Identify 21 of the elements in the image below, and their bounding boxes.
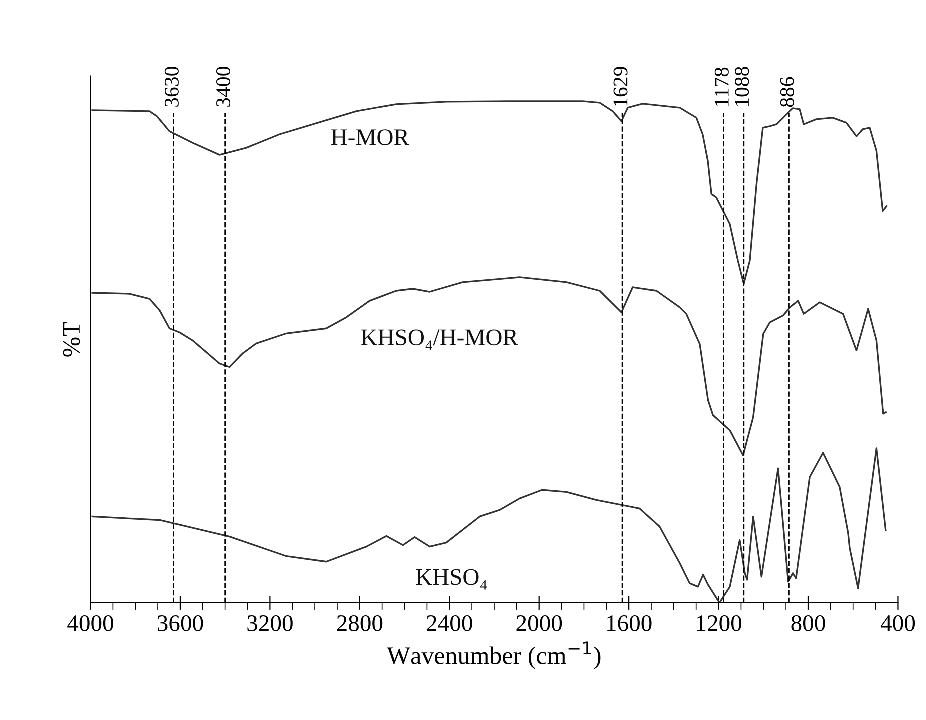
x-tick-label: 1200	[697, 615, 742, 632]
y-axis-title: %T	[63, 322, 80, 357]
x-tick-label: 4000	[68, 615, 114, 632]
series-label: KHSO₄/H-MOR	[361, 330, 518, 350]
ref-line-label: 886	[780, 77, 794, 108]
series-label: H-MOR	[331, 130, 410, 146]
ref-line-label: 1629	[614, 67, 628, 106]
x-tick-label: 400	[880, 615, 916, 632]
ref-line-label: 3630	[164, 67, 179, 107]
x-tick-label: 2400	[427, 615, 472, 632]
series-label: KHSO₄	[416, 569, 488, 590]
x-axis-title: Wavenumber (cm$^{−1}$)	[387, 642, 601, 670]
x-tick-label: 2000	[516, 615, 562, 632]
x-tick-label: 3600	[158, 615, 204, 632]
x-tick-label: 1600	[608, 615, 652, 632]
x-tick-label: 3200	[248, 615, 293, 632]
ref-line-label: 1178	[714, 68, 729, 106]
ref-line-label: 1088	[735, 67, 750, 106]
x-tick-label: 800	[792, 615, 826, 632]
x-tick-label: 2800	[337, 615, 383, 632]
ref-line-label: 3400	[216, 67, 231, 107]
